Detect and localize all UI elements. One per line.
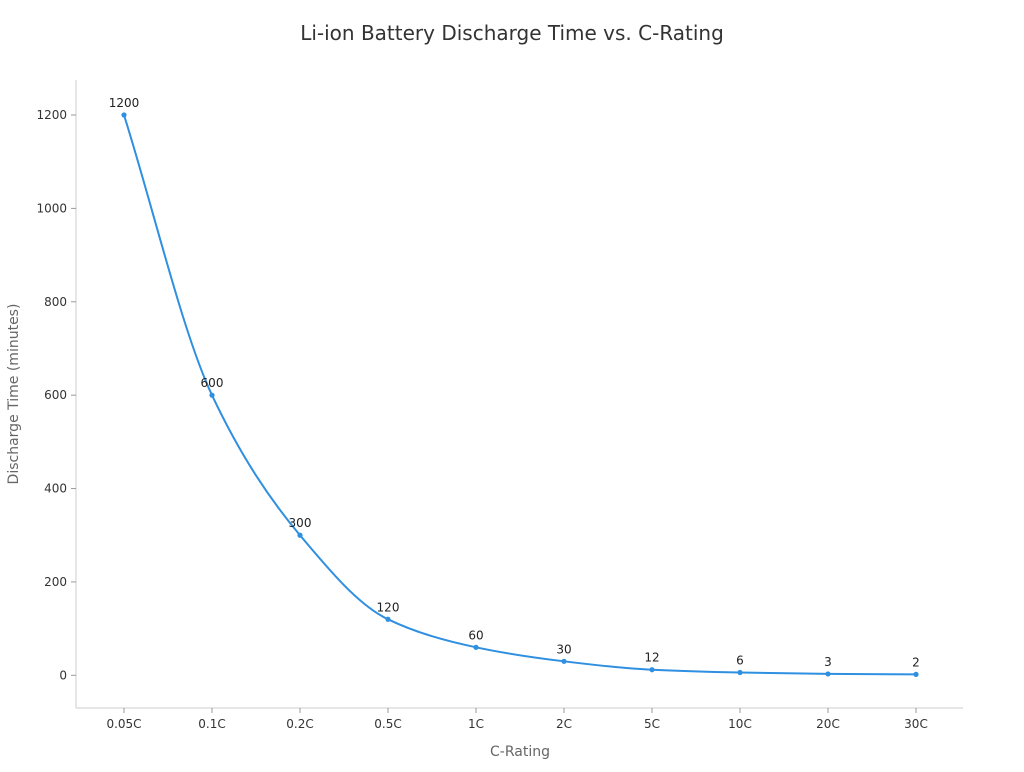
- x-tick-label: 0.05C: [106, 717, 141, 731]
- x-axis-title: C-Rating: [490, 744, 550, 760]
- x-tick-label: 10C: [728, 717, 752, 731]
- y-axis-ticks: 0 200 400 600 800 1000 1200: [36, 108, 76, 682]
- y-tick-label: 600: [44, 388, 67, 402]
- data-label: 30: [556, 642, 571, 656]
- data-label: 300: [289, 516, 312, 530]
- data-point: [209, 392, 215, 398]
- discharge-time-line: [123, 114, 917, 676]
- data-label: 12: [644, 651, 659, 665]
- y-tick-label: 1200: [36, 108, 67, 122]
- data-point: [825, 671, 831, 677]
- x-tick-label: 2C: [556, 717, 572, 731]
- data-label: 3: [824, 655, 832, 669]
- x-tick-label: 20C: [816, 717, 840, 731]
- data-point: [121, 112, 127, 118]
- data-point: [737, 669, 743, 676]
- y-tick-label: 0: [59, 668, 67, 682]
- data-label: 2: [912, 655, 920, 669]
- x-tick-label: 0.1C: [198, 717, 225, 731]
- x-tick-label: 0.5C: [374, 717, 401, 731]
- data-label: 600: [201, 376, 224, 390]
- x-tick-label: 30C: [904, 717, 928, 731]
- data-label: 60: [468, 628, 483, 642]
- data-point: [649, 667, 655, 673]
- data-point: [913, 671, 919, 677]
- y-tick-label: 400: [44, 482, 67, 496]
- data-labels: 1200 600 300 120 60 30 12 6 3 2: [109, 96, 920, 669]
- y-tick-label: 200: [44, 575, 67, 589]
- y-tick-label: 1000: [36, 201, 67, 215]
- data-point: [473, 644, 479, 650]
- data-label: 6: [736, 654, 744, 668]
- y-tick-label: 800: [44, 295, 67, 309]
- data-points: [121, 112, 919, 677]
- x-tick-label: 0.2C: [286, 717, 313, 731]
- data-point: [297, 532, 303, 538]
- chart-title: Li-ion Battery Discharge Time vs. C-Rati…: [300, 21, 724, 45]
- x-tick-label: 1C: [468, 717, 484, 731]
- x-axis-ticks: 0.05C 0.1C 0.2C 0.5C 1C 2C 5C 10C 20C 30C: [106, 708, 928, 731]
- y-axis-title: Discharge Time (minutes): [6, 304, 22, 485]
- x-tick-label: 5C: [644, 717, 660, 731]
- axes: [75, 80, 963, 709]
- data-point: [385, 616, 391, 622]
- data-label: 120: [377, 600, 400, 614]
- data-point: [561, 658, 567, 664]
- data-label: 1200: [109, 96, 140, 110]
